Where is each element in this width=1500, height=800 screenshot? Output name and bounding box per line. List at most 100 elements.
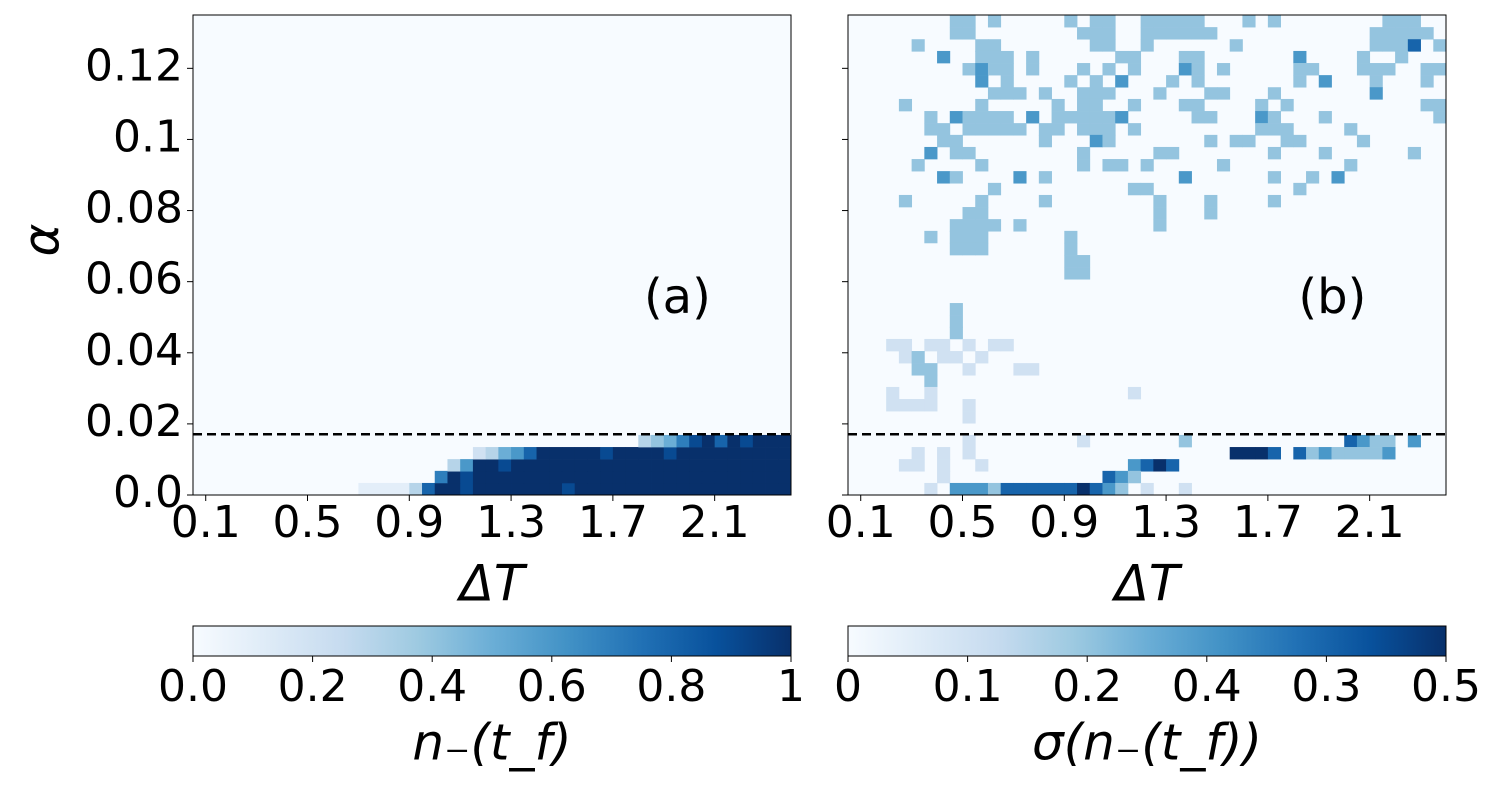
heatmap-cell	[924, 146, 938, 160]
y-tick-label: 0.0	[113, 467, 183, 518]
colorbar-tick-label: 0.3	[1291, 661, 1361, 712]
heatmap-cell	[701, 482, 716, 496]
heatmap-cell	[1433, 39, 1447, 52]
heatmap-cell	[1166, 15, 1180, 28]
x-axis-label: ΔT	[456, 555, 528, 613]
heatmap-cell	[1407, 146, 1421, 160]
heatmap-cell	[1382, 434, 1396, 448]
heatmap-cell	[676, 459, 690, 472]
heatmap-cell	[1038, 194, 1052, 208]
heatmap-cell	[689, 470, 703, 484]
heatmap-cell	[1356, 63, 1371, 76]
heatmap-cell	[574, 447, 588, 460]
heatmap-cell	[472, 459, 487, 472]
heatmap-cell	[1407, 434, 1421, 448]
heatmap-cell	[1000, 123, 1014, 136]
heatmap-cell	[1407, 39, 1421, 52]
heatmap-cell	[1204, 87, 1218, 100]
heatmap-cell	[1293, 134, 1307, 148]
colorbar-tick-label: 0.8	[636, 661, 706, 712]
x-tick-label: 0.1	[171, 497, 241, 548]
heatmap-cell	[1280, 134, 1294, 148]
heatmap-cell	[1369, 63, 1383, 76]
heatmap-cell	[1318, 447, 1332, 460]
x-tick-label: 0.9	[1029, 497, 1099, 548]
heatmap-cell	[727, 447, 741, 460]
heatmap-cell	[651, 459, 665, 472]
heatmap-cell	[600, 447, 614, 460]
heatmap-cell	[1115, 470, 1129, 484]
heatmap-cell	[987, 482, 1002, 496]
heatmap-cell	[975, 111, 989, 124]
heatmap-cell	[460, 470, 474, 484]
heatmap-cell	[1140, 15, 1154, 28]
heatmap-cell	[1242, 447, 1256, 460]
heatmap-cell	[911, 459, 925, 472]
y-tick-label: 0.08	[85, 183, 183, 234]
heatmap-cell	[987, 50, 1002, 64]
heatmap-cell	[536, 447, 550, 460]
heatmap-cell	[485, 459, 499, 472]
heatmap-cell	[1280, 98, 1294, 112]
heatmap-cell	[962, 27, 976, 40]
colorbar-tick-label: 0.1	[933, 661, 1003, 712]
heatmap-cell	[1140, 159, 1154, 172]
heatmap-cell	[1395, 27, 1409, 40]
heatmap-cell	[962, 482, 976, 496]
heatmap-cell	[962, 434, 976, 448]
heatmap-cell	[523, 459, 537, 472]
heatmap-cell	[1382, 15, 1396, 28]
colorbar-tick-label: 0.2	[278, 661, 348, 712]
y-axis-label: α	[13, 223, 71, 256]
heatmap-cell	[949, 326, 963, 340]
heatmap-cell	[975, 39, 989, 52]
heatmap-cell	[714, 434, 728, 448]
heatmap-cell	[1191, 27, 1205, 40]
heatmap-cell	[600, 482, 614, 496]
heatmap-cell	[911, 363, 925, 376]
heatmap-cell	[651, 482, 665, 496]
heatmap-cell	[600, 470, 614, 484]
heatmap-cell	[1140, 27, 1154, 40]
heatmap-cell	[587, 482, 601, 496]
heatmap-cell	[1102, 159, 1116, 172]
heatmap-cell	[1089, 482, 1103, 496]
heatmap-cell	[701, 459, 716, 472]
heatmap-cell	[975, 63, 989, 76]
heatmap-cell	[1140, 459, 1154, 472]
heatmap-cell	[447, 459, 461, 472]
heatmap-cell	[886, 338, 900, 352]
heatmap-cell	[1102, 27, 1116, 40]
heatmap-cell	[1000, 482, 1014, 496]
y-tick-label: 0.06	[85, 254, 183, 305]
heatmap-cell	[485, 447, 499, 460]
heatmap-cell	[1064, 267, 1078, 280]
heatmap-cell	[1306, 447, 1320, 460]
heatmap-cell	[587, 459, 601, 472]
heatmap-cell	[1255, 123, 1269, 136]
heatmap-cell	[975, 159, 989, 172]
heatmap-cell	[1089, 75, 1103, 88]
heatmap-cell	[765, 470, 779, 484]
heatmap-cell	[1127, 470, 1142, 484]
heatmap-cell	[663, 434, 677, 448]
heatmap-cell	[962, 399, 976, 412]
panel-annotation: (b)	[1298, 269, 1366, 325]
heatmap-cell	[1153, 15, 1167, 28]
heatmap-cell	[1115, 482, 1129, 496]
y-tick-label: 0.1	[113, 111, 183, 162]
colorbar-label: n₋(t_f)	[412, 714, 571, 772]
heatmap-cell	[714, 447, 728, 460]
heatmap-cell	[1191, 50, 1205, 64]
heatmap-cell	[1140, 482, 1154, 496]
colorbar	[847, 625, 1447, 657]
heatmap-cell	[1356, 50, 1371, 64]
heatmap-cell	[1026, 63, 1040, 76]
heatmap-cell	[1178, 482, 1192, 496]
heatmap-cell	[358, 482, 372, 496]
heatmap-cell	[765, 482, 779, 496]
heatmap-cell	[511, 482, 525, 496]
heatmap-cell	[549, 470, 563, 484]
heatmap-cell	[924, 338, 938, 352]
heatmap-cell	[625, 447, 639, 460]
